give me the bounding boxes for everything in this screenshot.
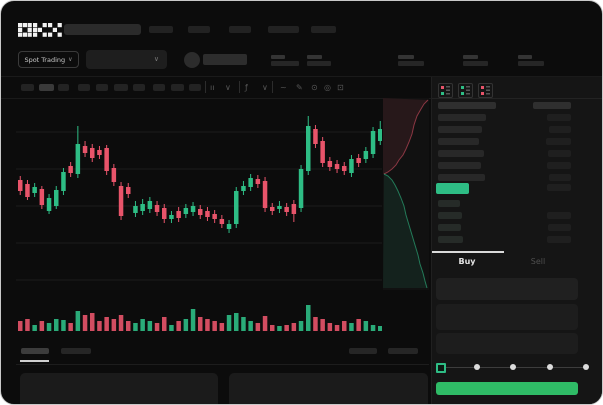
panel-divider <box>431 77 432 404</box>
ticker-stat-label <box>271 55 285 59</box>
market-type-label: Spot Trading <box>24 55 66 64</box>
timeframe-button[interactable] <box>58 84 69 91</box>
ask-row-price[interactable] <box>438 126 482 133</box>
price-field[interactable] <box>436 278 578 300</box>
chevron-down-icon: ∨ <box>68 55 73 63</box>
chevron-down-icon[interactable]: ∨ <box>225 83 231 92</box>
market-type-button[interactable]: Spot Trading ∨ <box>18 51 79 68</box>
candlestick-chart[interactable] <box>16 101 382 336</box>
line-tool-icon[interactable]: ~ <box>280 83 287 92</box>
bottom-right-tab[interactable] <box>349 348 377 354</box>
ticker-stat-label <box>398 55 414 59</box>
last-price-badge[interactable] <box>436 183 469 194</box>
buy-submit-button[interactable] <box>436 382 578 395</box>
chevron-down-icon: ∨ <box>153 55 159 63</box>
timeframe-button[interactable] <box>78 84 90 91</box>
bottom-divider <box>16 364 429 365</box>
book-both-icon[interactable] <box>438 83 453 98</box>
orderbook-col-header <box>533 102 571 109</box>
ticker-stat-value <box>398 61 424 66</box>
bid-row-amount[interactable] <box>547 236 571 243</box>
total-field[interactable] <box>436 333 578 354</box>
slider-dot[interactable] <box>547 364 553 370</box>
buy-tab-indicator <box>432 251 504 253</box>
nav-item[interactable] <box>149 26 173 33</box>
token-icon <box>184 52 200 68</box>
pair-name-placeholder <box>203 54 247 65</box>
nav-item[interactable] <box>229 26 251 33</box>
book-asks-icon[interactable] <box>478 83 493 98</box>
ask-row-price[interactable] <box>438 150 484 157</box>
settings-icon[interactable]: ◎ <box>324 83 331 92</box>
bid-row-price[interactable] <box>438 224 461 231</box>
ask-row-amount[interactable] <box>549 174 571 181</box>
indicators-icon[interactable]: ƒ <box>245 83 248 92</box>
orderbook-divider <box>432 98 602 99</box>
ask-row-amount[interactable] <box>549 126 571 133</box>
ask-row-amount[interactable] <box>546 138 571 145</box>
toolbar-divider <box>1 98 431 99</box>
bid-row-amount[interactable] <box>548 224 571 231</box>
fullscreen-icon[interactable]: ⊡ <box>337 83 344 92</box>
candle-style-icon[interactable]: ıı <box>210 83 215 92</box>
timeframe-button[interactable] <box>189 84 201 91</box>
last-price-amount <box>547 184 571 191</box>
timeframe-button[interactable] <box>133 84 145 91</box>
bid-row-price[interactable] <box>438 236 463 243</box>
toolbar-separator <box>272 81 273 93</box>
bottom-panel <box>20 373 218 404</box>
ask-row-price[interactable] <box>438 138 479 145</box>
toolbar-separator <box>239 81 240 93</box>
okx-logo <box>18 23 62 37</box>
bid-row-price[interactable] <box>438 212 462 219</box>
depth-chart <box>383 98 429 290</box>
slider-dot[interactable] <box>510 364 516 370</box>
orderbook-col-header <box>438 102 496 109</box>
nav-item[interactable] <box>188 26 210 33</box>
chevron-down-icon[interactable]: ∨ <box>262 83 268 92</box>
nav-item[interactable] <box>311 26 336 33</box>
nav-item[interactable] <box>268 26 299 33</box>
timeframe-button[interactable] <box>114 84 128 91</box>
bottom-tab[interactable] <box>61 348 91 354</box>
bottom-tab-indicator <box>20 360 49 362</box>
timeframe-button[interactable] <box>96 84 108 91</box>
bottom-right-tab[interactable] <box>388 348 418 354</box>
header-divider <box>1 76 602 77</box>
ask-row-amount[interactable] <box>547 114 571 121</box>
bid-row-amount[interactable] <box>547 212 571 219</box>
pair-select-dropdown[interactable]: ∨ <box>86 50 167 69</box>
bid-row-price[interactable] <box>438 200 460 207</box>
bottom-panel <box>229 373 428 404</box>
draw-icon[interactable]: ✎ <box>296 83 303 92</box>
ticker-stat-label <box>463 55 478 59</box>
timeframe-button[interactable] <box>39 84 54 91</box>
ask-row-price[interactable] <box>438 162 481 169</box>
screenshot-icon[interactable]: ⊙ <box>311 83 318 92</box>
ask-row-amount[interactable] <box>548 150 571 157</box>
ticker-stat-value <box>463 61 488 66</box>
slider-dot[interactable] <box>474 364 480 370</box>
timeframe-button[interactable] <box>171 84 184 91</box>
bottom-tab[interactable] <box>21 348 49 354</box>
ticker-stat-value <box>518 61 544 66</box>
slider-dot[interactable] <box>583 364 589 370</box>
timeframe-button[interactable] <box>21 84 34 91</box>
amount-field[interactable] <box>436 304 578 330</box>
tab-buy[interactable]: Buy <box>458 257 476 266</box>
tab-sell[interactable]: Sell <box>530 257 546 266</box>
timeframe-button[interactable] <box>153 84 165 91</box>
search-input[interactable] <box>64 24 141 35</box>
ask-row-price[interactable] <box>438 174 485 181</box>
amount-slider-handle[interactable] <box>436 363 446 373</box>
ask-row-price[interactable] <box>438 114 486 121</box>
ticker-stat-label <box>518 55 532 59</box>
toolbar-separator <box>205 81 206 93</box>
ticker-stat-label <box>307 55 322 59</box>
ticker-stat-value <box>307 61 331 66</box>
book-bids-icon[interactable] <box>458 83 473 98</box>
ticker-stat-value <box>271 61 299 66</box>
ask-row-amount[interactable] <box>547 162 571 169</box>
